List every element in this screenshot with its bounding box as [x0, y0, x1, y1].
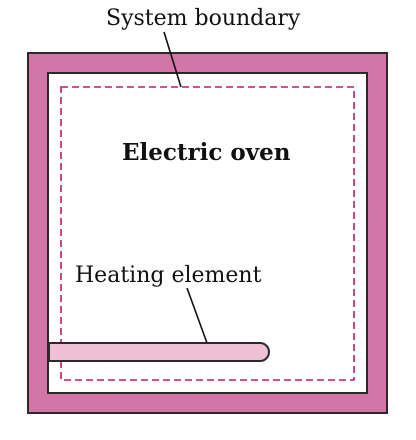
heating-element-label: Heating element [75, 263, 262, 288]
heating-element-leader-line [186, 287, 208, 344]
oven-title-label: Electric oven [122, 139, 291, 166]
system-boundary-dashed-line [60, 86, 355, 381]
heating-element-rod [48, 342, 270, 362]
oven-interior [47, 72, 368, 394]
system-boundary-label: System boundary [106, 6, 301, 31]
system-boundary-leader-line [163, 31, 182, 88]
